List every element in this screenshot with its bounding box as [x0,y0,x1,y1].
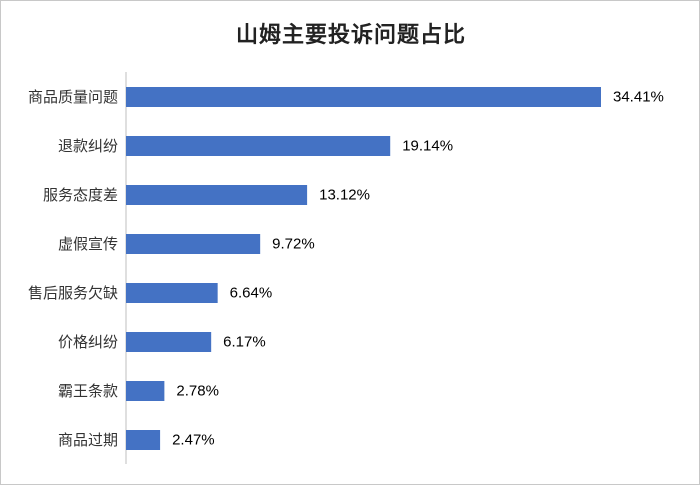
bar-3 [126,234,261,254]
category-label-6: 霸王条款 [58,382,118,400]
category-label-4: 售后服务欠缺 [28,284,118,302]
data-label-5: 6.17% [223,334,266,351]
bar-6 [126,381,165,401]
data-label-2: 13.12% [319,187,370,204]
bar-4 [126,283,218,303]
category-label-5: 价格纠纷 [58,333,118,351]
category-label-3: 虚假宣传 [58,235,118,253]
data-label-1: 19.14% [402,138,453,155]
data-label-3: 9.72% [272,236,315,253]
bar-2 [126,185,308,205]
bar-1 [126,136,391,156]
data-label-0: 34.41% [613,89,664,106]
category-label-7: 商品过期 [58,431,118,449]
data-label-4: 6.64% [230,285,273,302]
data-label-7: 2.47% [172,432,215,449]
bar-7 [126,430,161,450]
bar-0 [126,87,601,107]
data-label-6: 2.78% [176,383,219,400]
category-label-1: 退款纠纷 [58,137,118,155]
bar-5 [126,332,212,352]
chart-title: 山姆主要投诉问题占比 [235,22,466,48]
bars-group: 商品质量问题 34.41% 退款纠纷 19.14% 服务态度差 13.12% 虚假宣传 9.7… [28,87,664,450]
category-label-0: 商品质量问题 [28,88,118,106]
category-label-2: 服务态度差 [43,186,118,204]
